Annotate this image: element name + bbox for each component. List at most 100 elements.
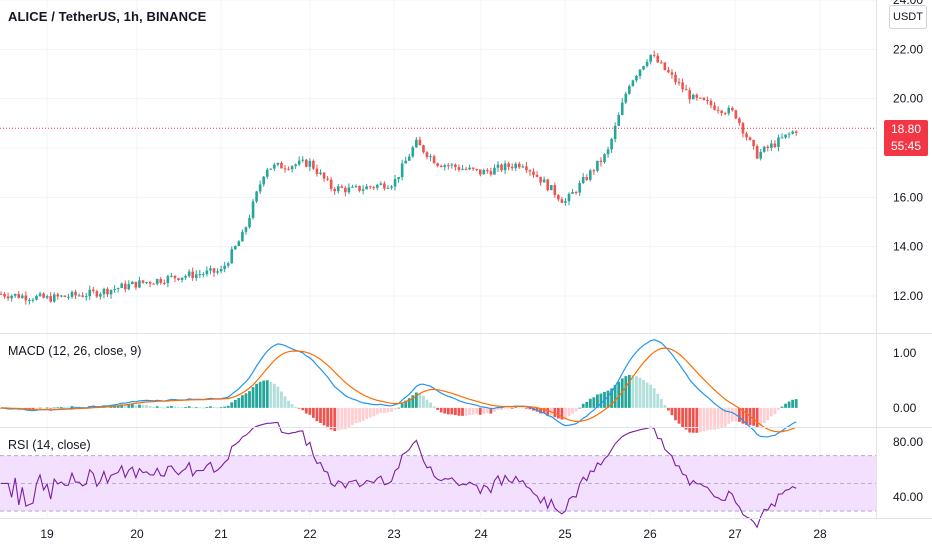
macd-histogram-bar <box>233 399 237 408</box>
macd-histogram-bar <box>564 407 567 420</box>
macd-histogram-bar <box>59 407 63 408</box>
candle-body <box>514 163 518 169</box>
candle-body <box>322 172 326 179</box>
macd-histogram-bar <box>645 382 649 408</box>
macd-histogram-bar <box>283 396 287 408</box>
candle-body <box>663 62 667 70</box>
candle-body <box>631 80 635 87</box>
macd-histogram-bar <box>368 407 372 418</box>
macd-label: MACD (12, 26, close, 9) <box>8 344 142 358</box>
candle-body <box>42 293 45 298</box>
macd-histogram-bar <box>684 407 688 430</box>
candle-body <box>273 164 276 169</box>
candle-body <box>70 291 74 297</box>
macd-histogram-bar <box>52 407 56 409</box>
candle-body <box>102 288 106 295</box>
macd-histogram-bar <box>212 407 216 408</box>
candle-body <box>439 165 443 167</box>
candle-body <box>276 162 280 165</box>
candle-body <box>326 178 329 180</box>
candle-body <box>603 154 606 163</box>
candle-body <box>475 168 478 170</box>
candle-body <box>212 268 216 273</box>
macd-histogram-bar <box>745 407 748 425</box>
rsi-pane <box>1 421 797 529</box>
candle-body <box>170 275 173 277</box>
candle-body <box>77 295 81 297</box>
macd-histogram-bar <box>617 381 621 408</box>
candle-body <box>407 156 411 161</box>
macd-histogram-bar <box>319 407 322 423</box>
candle-body <box>709 100 713 106</box>
currency-button[interactable]: USDT <box>889 5 927 29</box>
macd-histogram-bar <box>446 407 450 415</box>
rsi-label: RSI (14, close) <box>8 438 91 452</box>
candle-body <box>187 271 191 277</box>
macd-histogram-bar <box>525 407 528 409</box>
macd-histogram-bar <box>422 395 425 408</box>
macd-histogram-bar <box>791 399 795 408</box>
candle-body <box>319 172 322 174</box>
candle-body <box>365 186 368 190</box>
candle-body <box>173 275 177 279</box>
candle-body <box>13 293 17 296</box>
macd-histogram-bar <box>272 383 276 408</box>
macd-histogram-bar <box>141 404 145 408</box>
candle-body <box>794 131 798 134</box>
candle-body <box>251 201 255 218</box>
candle-body <box>585 177 589 180</box>
candle-body <box>766 146 770 148</box>
macd-histogram-bar <box>393 407 397 410</box>
macd-histogram-bar <box>418 393 422 408</box>
candle-body <box>720 110 723 114</box>
last-price: 18.80 <box>890 122 922 136</box>
macd-histogram-bar <box>691 407 695 433</box>
macd-histogram-bar <box>649 384 653 408</box>
macd-histogram-bar <box>201 407 205 409</box>
macd-histogram-bar <box>727 407 731 424</box>
candle-body <box>287 168 290 170</box>
macd-histogram-bar <box>155 406 159 408</box>
macd-histogram-bar <box>187 406 191 408</box>
candle-body <box>297 160 301 165</box>
macd-histogram-bar <box>738 407 741 422</box>
candle-body <box>106 288 109 295</box>
candle-body <box>305 159 308 167</box>
macd-histogram-bar <box>358 407 361 423</box>
macd-histogram-bar <box>386 407 390 413</box>
candle-body <box>557 195 560 200</box>
rsi-tick-label: 40.00 <box>893 490 923 504</box>
candle-body <box>762 146 766 152</box>
candle-body <box>670 72 674 75</box>
candle-body <box>31 299 35 301</box>
candle-body <box>457 167 461 170</box>
candle-body <box>684 89 688 91</box>
candle-body <box>546 179 549 191</box>
macd-histogram-bar <box>230 402 234 408</box>
macd-histogram-bar <box>67 407 70 409</box>
macd-histogram-bar <box>777 407 780 410</box>
candle-body <box>542 179 546 183</box>
macd-histogram-bar <box>184 407 187 409</box>
time-tick-label: 20 <box>130 527 144 541</box>
candle-body <box>741 123 745 134</box>
candle-body <box>390 186 393 188</box>
macd-histogram-bar <box>461 407 464 416</box>
macd-histogram-bar <box>429 402 432 408</box>
macd-histogram-bar <box>596 394 599 408</box>
macd-histogram-bar <box>794 399 798 408</box>
candle-body <box>166 276 170 284</box>
time-tick-label: 22 <box>303 527 317 541</box>
candle-body <box>177 278 180 280</box>
candle-body <box>620 102 624 115</box>
candle-body <box>674 74 677 83</box>
macd-histogram-bar <box>567 407 571 417</box>
macd-histogram-bar <box>485 407 489 414</box>
macd-histogram-bar <box>255 383 258 408</box>
macd-histogram-bar <box>258 381 262 408</box>
candle-body <box>336 186 340 192</box>
macd-histogram-bar <box>578 407 582 409</box>
macd-histogram-bar <box>741 407 745 424</box>
candle-body <box>234 246 237 250</box>
candle-body <box>315 168 319 174</box>
